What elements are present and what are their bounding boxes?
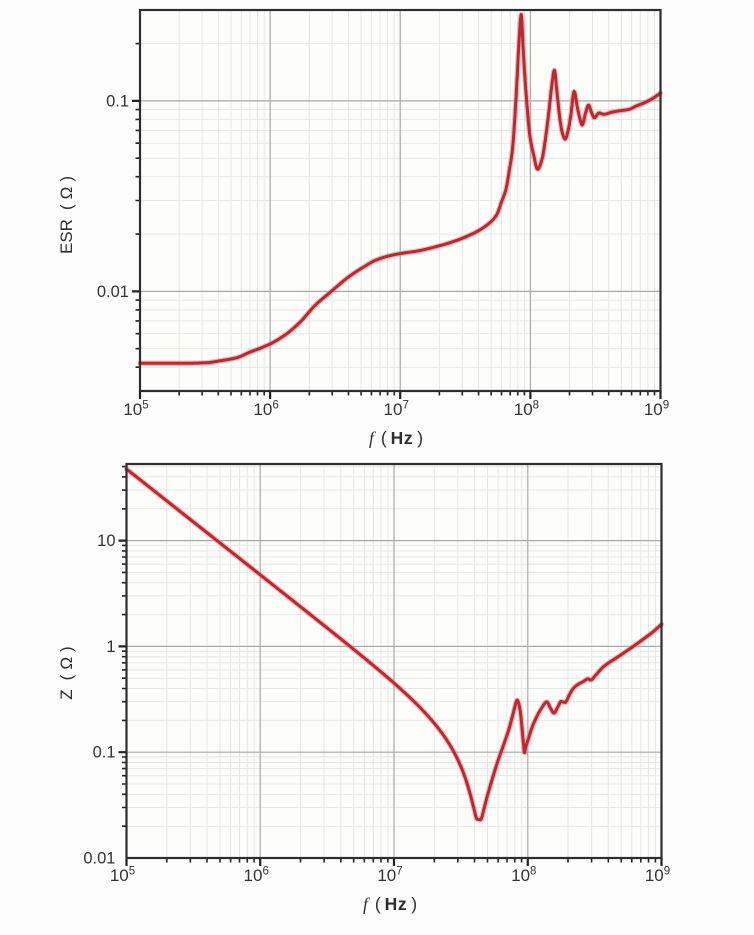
svg-text:f(Hz): f(Hz)	[369, 428, 423, 448]
svg-text:f(Hz): f(Hz)	[363, 894, 417, 914]
svg-text:10: 10	[97, 532, 115, 550]
svg-text:0.1: 0.1	[106, 92, 129, 110]
svg-text:0.1: 0.1	[93, 744, 116, 762]
svg-text:0.01: 0.01	[83, 850, 115, 868]
svg-text:0.01: 0.01	[97, 283, 129, 301]
svg-text:1: 1	[106, 638, 115, 656]
